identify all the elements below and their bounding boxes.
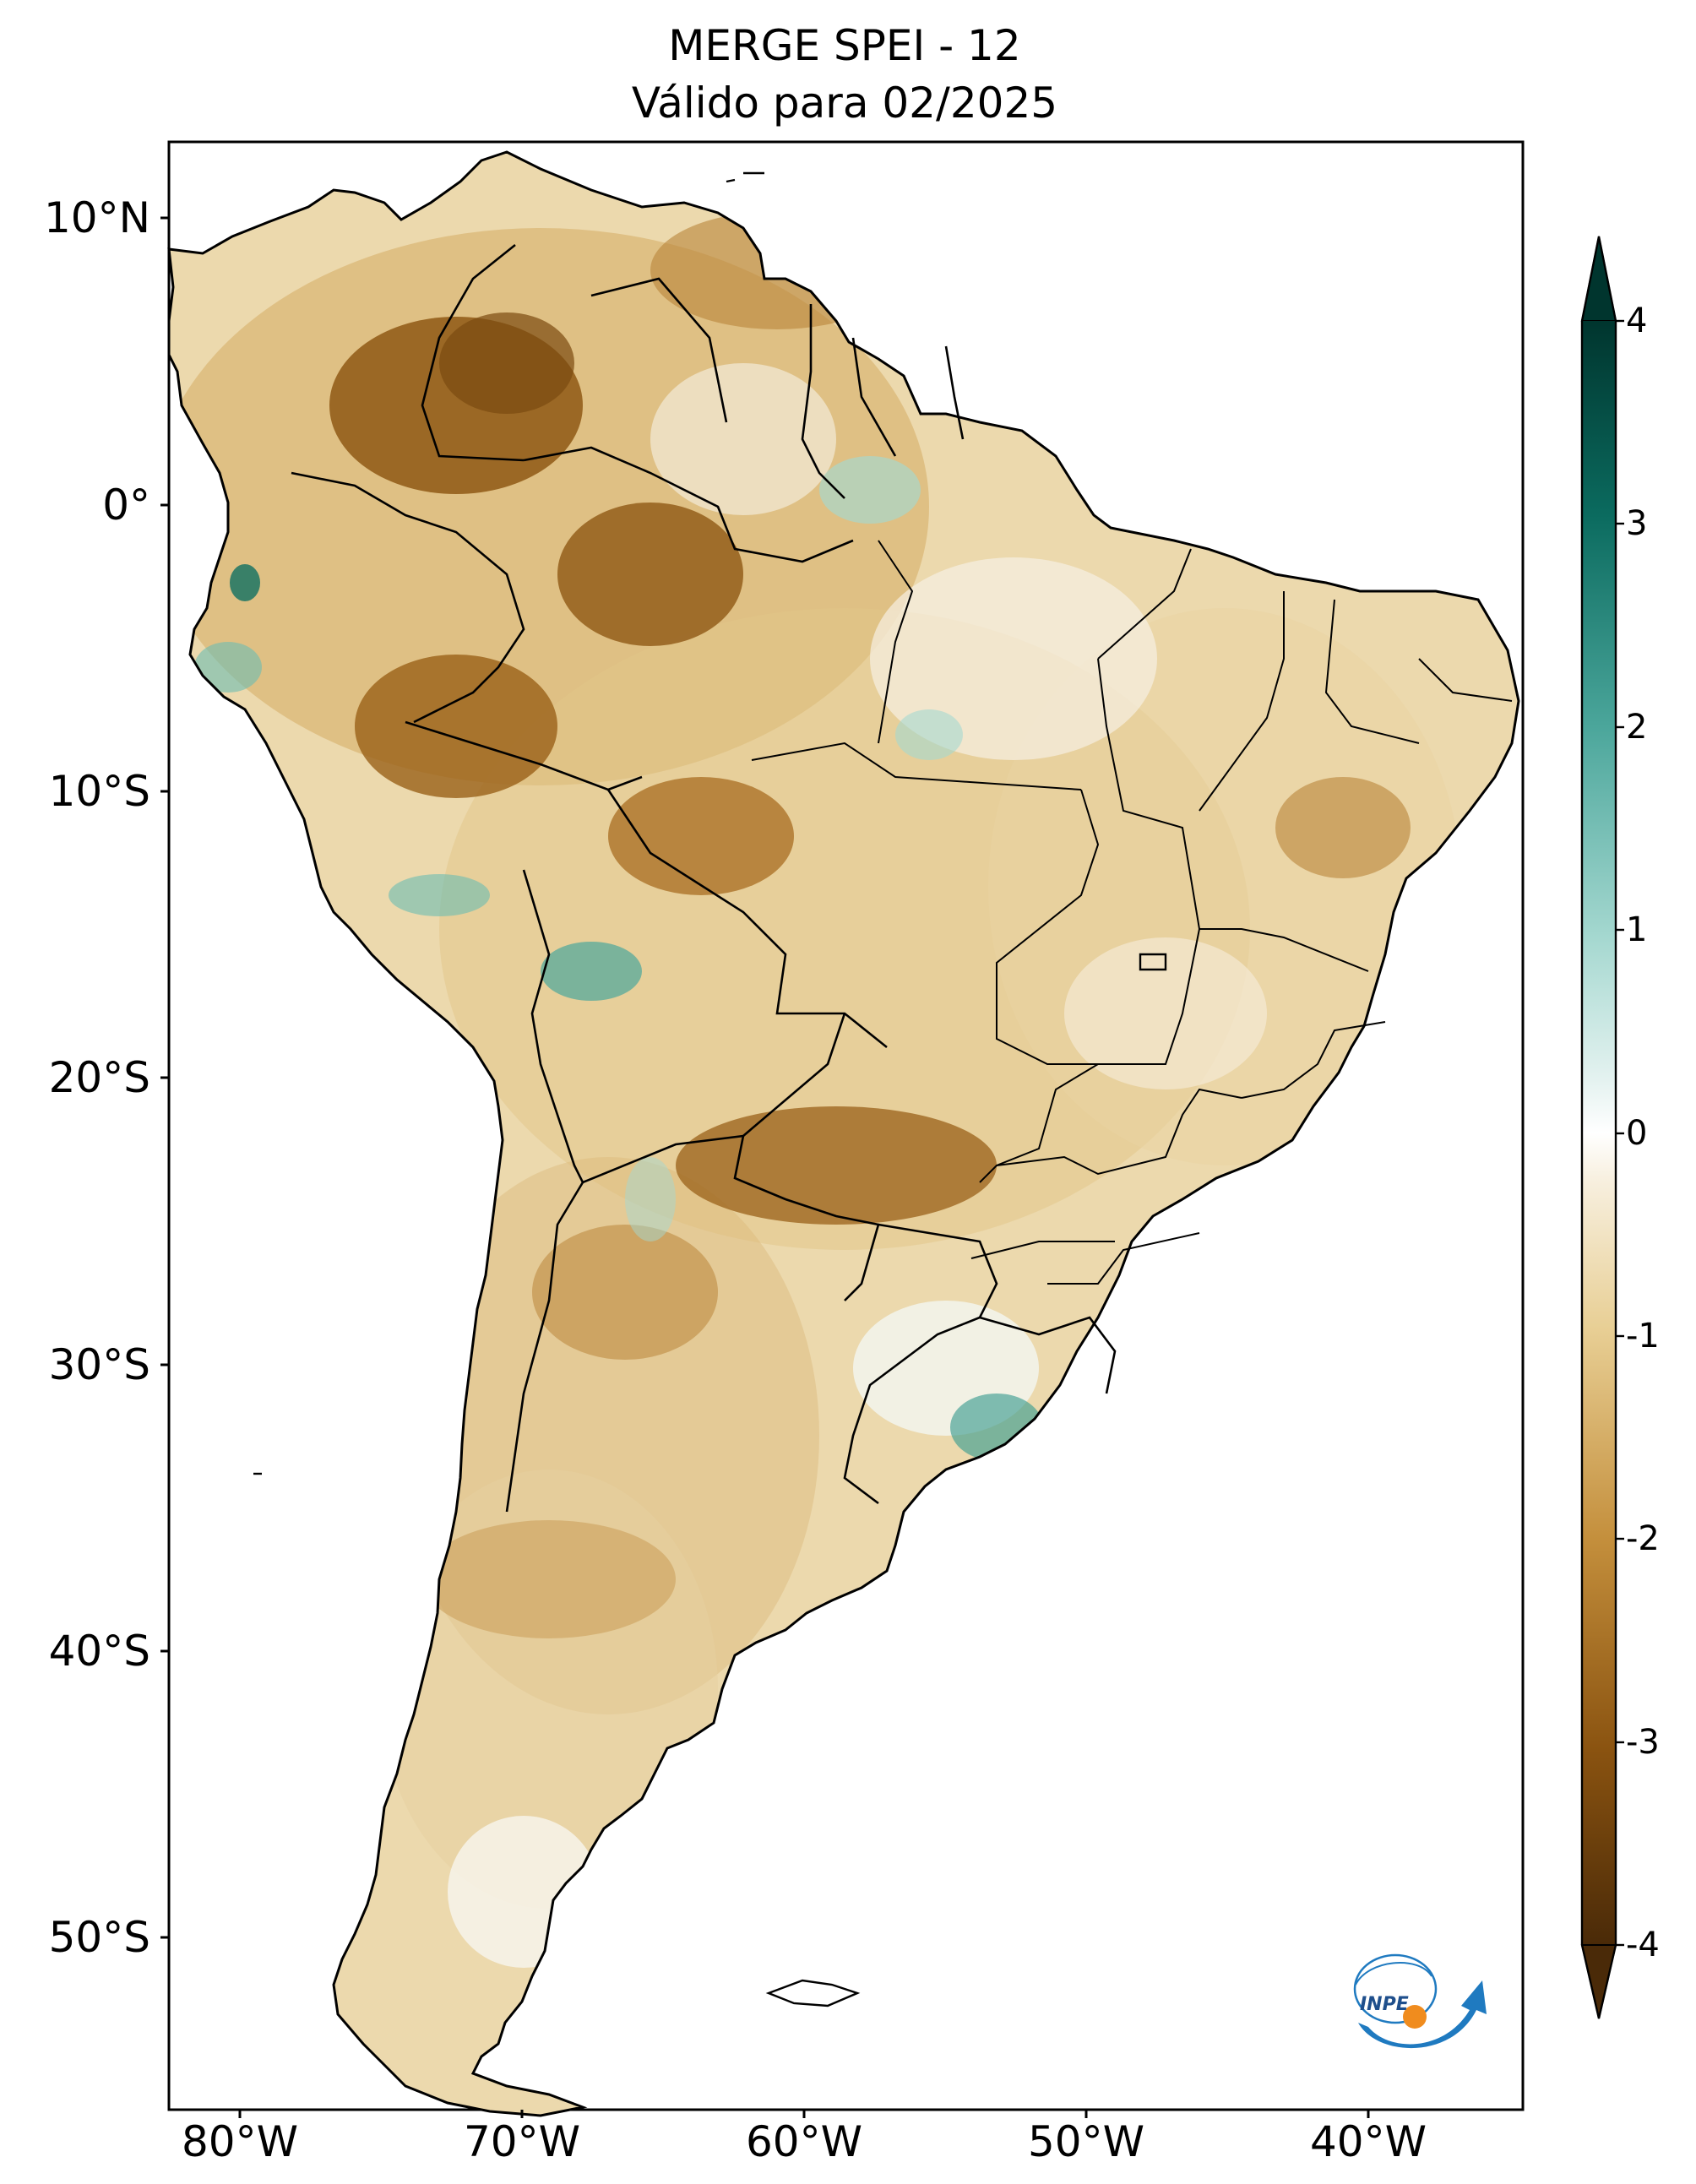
colorbar-label-3: 3 bbox=[1626, 504, 1648, 543]
lat-label-0: 0° bbox=[102, 481, 150, 530]
lat-label-20s: 20°S bbox=[48, 1053, 150, 1102]
colorbar-top-arrow bbox=[1580, 236, 1617, 322]
colorbar-label-0: 0 bbox=[1626, 1114, 1648, 1153]
colorbar-label-neg1: -1 bbox=[1626, 1317, 1660, 1355]
map-title: MERGE SPEI - 12 bbox=[668, 21, 1021, 70]
lon-label-70w: 70°W bbox=[463, 2117, 581, 2166]
colorbar bbox=[1580, 236, 1624, 2019]
colorbar-ticks bbox=[1616, 319, 1624, 1947]
country-borders bbox=[291, 243, 1117, 1513]
state-borders bbox=[751, 540, 1513, 1285]
inpe-logo-text: INPE bbox=[1360, 1994, 1409, 2015]
lon-label-40w: 40°W bbox=[1309, 2117, 1427, 2166]
lon-label-60w: 60°W bbox=[745, 2117, 863, 2166]
colorbar-label-4: 4 bbox=[1626, 302, 1648, 340]
lat-label-40s: 40°S bbox=[48, 1627, 150, 1676]
inpe-logo: INPE bbox=[1353, 1953, 1487, 2049]
colorbar-label-neg3: -3 bbox=[1626, 1723, 1660, 1762]
spei-field bbox=[169, 152, 1519, 2116]
colorbar-bottom-arrow bbox=[1580, 1944, 1617, 2019]
islands bbox=[253, 171, 1167, 2007]
lat-ticks bbox=[160, 216, 169, 1939]
lat-label-30s: 30°S bbox=[48, 1340, 150, 1389]
lon-ticks bbox=[238, 2110, 1370, 2118]
colorbar-label-neg4: -4 bbox=[1626, 1926, 1660, 1964]
lon-label-50w: 50°W bbox=[1027, 2117, 1145, 2166]
map-subtitle: Válido para 02/2025 bbox=[631, 79, 1058, 128]
lat-label-10s: 10°S bbox=[48, 767, 150, 816]
colorbar-label-1: 1 bbox=[1626, 910, 1648, 949]
lat-label-50s: 50°S bbox=[48, 1913, 150, 1962]
lat-label-10n: 10°N bbox=[43, 193, 150, 242]
colorbar-scale bbox=[1582, 321, 1616, 1945]
colorbar-label-2: 2 bbox=[1626, 708, 1648, 747]
lon-label-80w: 80°W bbox=[181, 2117, 299, 2166]
colorbar-label-neg2: -2 bbox=[1626, 1519, 1660, 1558]
